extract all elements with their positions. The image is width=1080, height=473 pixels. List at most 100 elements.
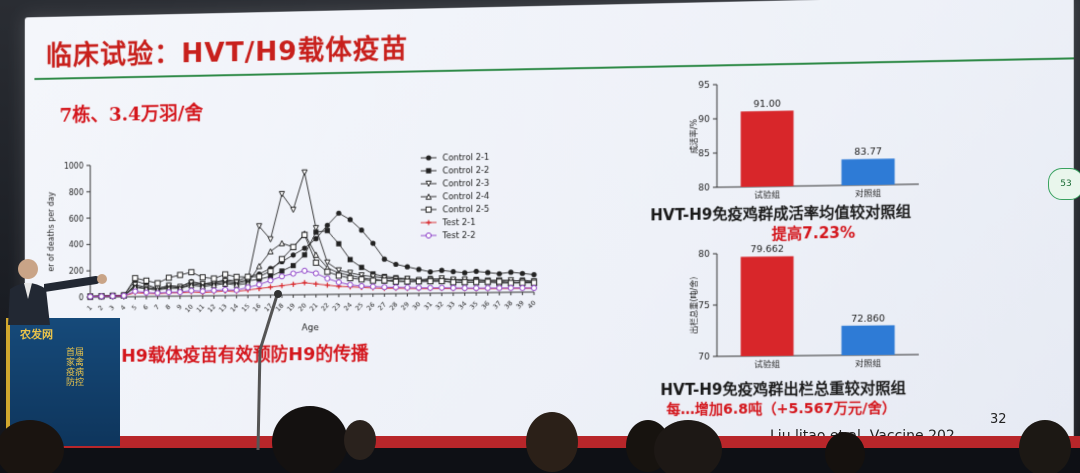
- data-point: [188, 281, 194, 287]
- data-point: [428, 285, 433, 290]
- legend-label: Test 2-2: [441, 230, 475, 241]
- y-tick-label: 600: [69, 214, 84, 223]
- data-point: [426, 168, 432, 174]
- data-point: [178, 272, 183, 277]
- x-tick-label: 6: [141, 303, 149, 311]
- x-tick-label: 19: [285, 302, 296, 313]
- data-point: [450, 268, 456, 275]
- data-point: [302, 170, 307, 175]
- data-point: [189, 288, 194, 293]
- data-point: [268, 237, 273, 242]
- data-point: [474, 279, 479, 284]
- data-point: [508, 280, 515, 287]
- x-tick-label: 10: [184, 303, 195, 314]
- data-point: [200, 275, 205, 280]
- data-point: [211, 281, 217, 287]
- data-point: [485, 285, 492, 292]
- x-tick-label: 37: [491, 299, 503, 311]
- x-tick-label: 14: [229, 302, 240, 313]
- x-tick-label: 31: [422, 300, 433, 312]
- slide-subhead: 7栋、3.4万羽/舍: [59, 102, 203, 127]
- data-point: [133, 289, 138, 294]
- slide-title: 临床试验：HVT/H9载体疫苗: [45, 33, 408, 72]
- x-tick-label: 12: [206, 303, 217, 314]
- data-point: [370, 271, 376, 277]
- data-point: [359, 264, 365, 271]
- weight-bar-chart: 70 75 80 出栏总重(吨/舍) 79.662 试验组 72.860 对照组: [689, 244, 929, 369]
- banner-text: 首届家禽疫病防控: [66, 348, 85, 388]
- data-point: [121, 293, 126, 298]
- x-tick-label: 20: [297, 301, 308, 312]
- data-point: [485, 279, 492, 286]
- data-point: [370, 278, 375, 283]
- data-point: [245, 281, 250, 286]
- data-point: [166, 275, 171, 280]
- data-point: [110, 294, 115, 299]
- x-tick-label: 25: [354, 301, 365, 312]
- category-label: 对照组: [855, 188, 882, 199]
- x-tick-label: 16: [251, 302, 262, 313]
- data-point: [497, 285, 504, 292]
- series-control-2-5: [88, 229, 538, 299]
- bar-value-label: 91.00: [753, 99, 781, 111]
- data-point: [257, 274, 262, 279]
- y-axis-label: 出栏总重(吨/舍): [689, 277, 699, 334]
- x-tick-label: 27: [377, 301, 388, 312]
- data-point: [426, 181, 431, 186]
- data-point: [268, 249, 273, 254]
- data-point: [313, 236, 319, 242]
- data-point: [144, 290, 149, 295]
- data-point: [439, 285, 444, 290]
- y-tick-label: 0: [79, 293, 84, 302]
- data-point: [200, 289, 205, 294]
- data-point: [200, 282, 206, 288]
- y-tick-label: 80: [698, 183, 710, 193]
- data-point: [359, 227, 365, 233]
- data-point: [302, 252, 308, 258]
- data-point: [155, 290, 160, 295]
- data-point: [382, 278, 387, 283]
- data-point: [279, 274, 284, 279]
- data-point: [313, 260, 318, 265]
- data-point: [189, 270, 194, 275]
- y-tick-label: 1000: [64, 162, 84, 171]
- bar: [740, 256, 794, 357]
- data-point: [416, 279, 421, 284]
- data-point: [313, 271, 318, 276]
- y-tick-label: 85: [698, 149, 710, 159]
- data-point: [257, 282, 262, 287]
- data-point: [428, 279, 433, 284]
- data-point: [474, 285, 479, 290]
- data-point: [291, 271, 296, 276]
- data-point: [290, 263, 296, 269]
- data-point: [166, 284, 172, 290]
- data-point: [245, 278, 251, 284]
- x-tick-label: 24: [342, 301, 353, 312]
- data-point: [439, 267, 445, 274]
- data-point: [359, 283, 364, 288]
- data-point: [99, 294, 104, 299]
- x-tick-label: 22: [320, 301, 331, 312]
- data-point: [166, 290, 171, 295]
- data-point: [133, 276, 138, 281]
- x-tick-label: 38: [503, 299, 515, 311]
- y-tick-label: 75: [698, 301, 710, 311]
- x-tick-label: 13: [217, 302, 228, 313]
- x-tick-label: 4: [119, 304, 127, 312]
- data-point: [290, 252, 296, 258]
- x-tick-label: 5: [130, 303, 138, 311]
- data-point: [519, 285, 526, 292]
- data-point: [508, 269, 514, 276]
- y-tick-label: 400: [69, 241, 84, 250]
- data-point: [451, 280, 456, 285]
- category-label: 试验组: [754, 359, 780, 369]
- projection-screen: 临床试验：HVT/H9载体疫苗 7栋、3.4万羽/舍 0 200 400 600 800…: [24, 0, 1074, 449]
- data-point: [234, 282, 239, 287]
- data-point: [223, 287, 228, 292]
- x-tick-label: 28: [388, 300, 399, 311]
- x-tick-label: 32: [434, 300, 445, 312]
- data-point: [291, 207, 296, 212]
- data-point: [462, 270, 468, 276]
- data-point: [416, 285, 421, 290]
